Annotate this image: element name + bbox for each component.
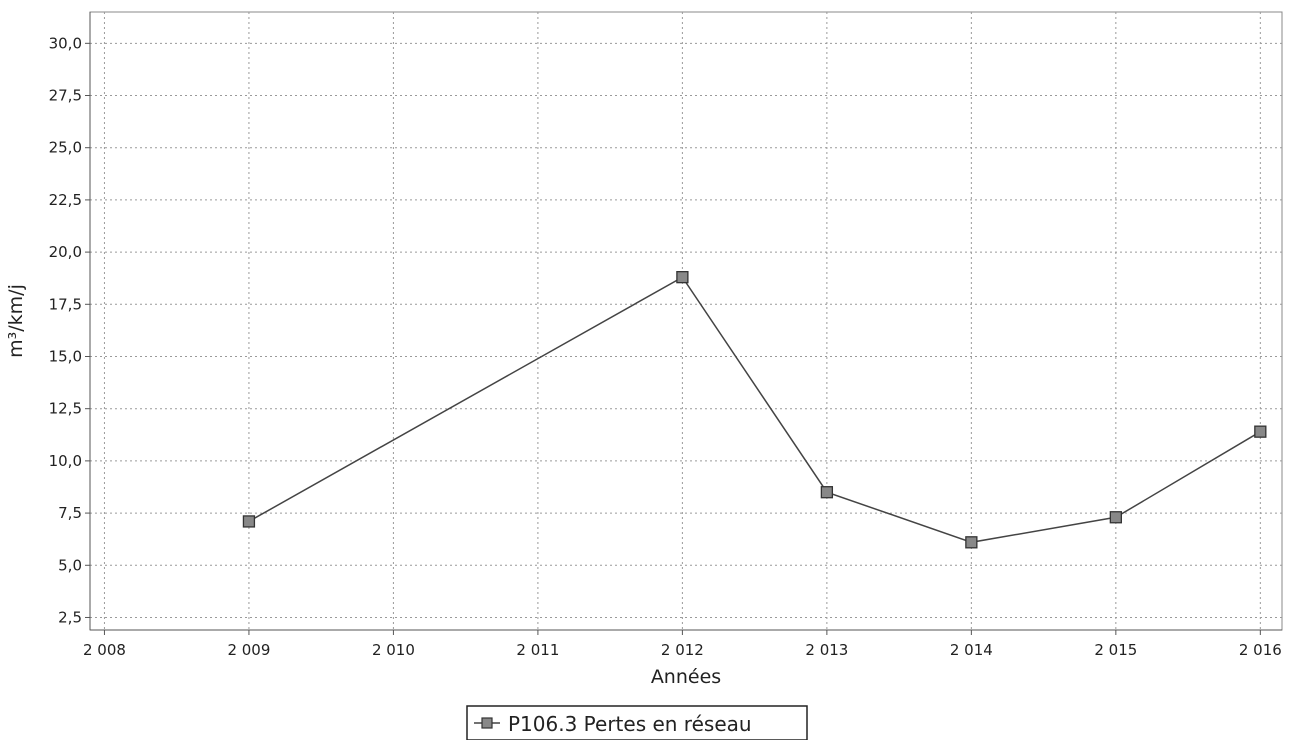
y-tick-label: 2,5 <box>58 608 82 626</box>
y-tick-label: 20,0 <box>49 243 82 261</box>
y-tick-label: 22,5 <box>49 191 82 209</box>
axes <box>89 12 1282 631</box>
data-point <box>820 486 834 499</box>
legend-box <box>466 705 808 740</box>
x-tick-label: 2 009 <box>227 641 270 659</box>
x-tick-label: 2 010 <box>372 641 415 659</box>
x-axis-ticks: 2 008 2 009 2 010 2 011 2 012 2 013 2 014 2 015… <box>83 630 1282 659</box>
y-tick-label: 5,0 <box>58 556 82 574</box>
y-tick-label: 17,5 <box>49 295 82 313</box>
data-point <box>1254 425 1267 438</box>
legend: P106.3 Pertes en réseau <box>466 705 808 740</box>
data-point <box>242 515 256 528</box>
y-tick-label: 25,0 <box>49 139 82 157</box>
y-tick-label: 10,0 <box>49 452 82 470</box>
y-tick-label: 12,5 <box>49 400 82 418</box>
x-axis-title: Années <box>651 666 721 688</box>
x-tick-label: 2 014 <box>950 641 993 659</box>
x-tick-label: 2 011 <box>516 641 559 659</box>
y-tick-label: 15,0 <box>49 347 82 365</box>
x-tick-label: 2 008 <box>83 641 126 659</box>
x-tick-label: 2 013 <box>805 641 848 659</box>
series-line <box>248 276 1261 544</box>
legend-label: P106.3 Pertes en réseau <box>508 712 752 736</box>
y-tick-label: 27,5 <box>49 87 82 105</box>
y-axis-title: m³/km/j <box>5 284 27 358</box>
y-axis-ticks: 2,5 5,0 7,5 10,0 12,5 15,0 17,5 20,0 22,5 25,0 27,… <box>49 34 90 626</box>
y-tick-label: 30,0 <box>49 34 82 52</box>
y-tick-label: 7,5 <box>58 504 82 522</box>
data-point <box>1109 511 1122 524</box>
x-tick-label: 2 016 <box>1239 641 1282 659</box>
plot-area <box>89 11 1283 631</box>
x-tick-label: 2 015 <box>1094 641 1137 659</box>
data-point <box>676 271 689 284</box>
data-point <box>965 536 978 549</box>
legend-marker-swatch <box>481 717 493 729</box>
series-layer <box>242 271 1267 549</box>
x-tick-label: 2 012 <box>661 641 704 659</box>
